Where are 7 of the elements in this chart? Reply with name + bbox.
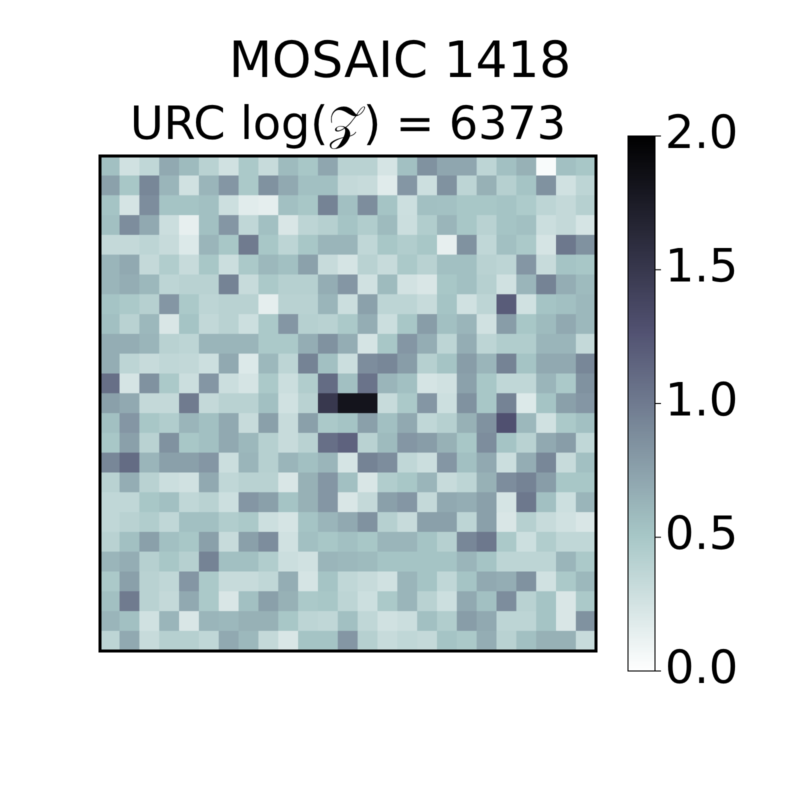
color-bar-label: 1.0 <box>665 372 738 426</box>
color-bar-label: 0.0 <box>665 640 738 694</box>
chart-subtitle: URC log(𝒵) = 6373 <box>129 96 567 150</box>
color-bar-label: 0.5 <box>665 506 738 560</box>
color-bar-label: 1.5 <box>665 238 738 293</box>
color-bar-label: 2.0 <box>665 104 738 159</box>
chart-title: MOSAIC 1418 <box>228 31 572 89</box>
